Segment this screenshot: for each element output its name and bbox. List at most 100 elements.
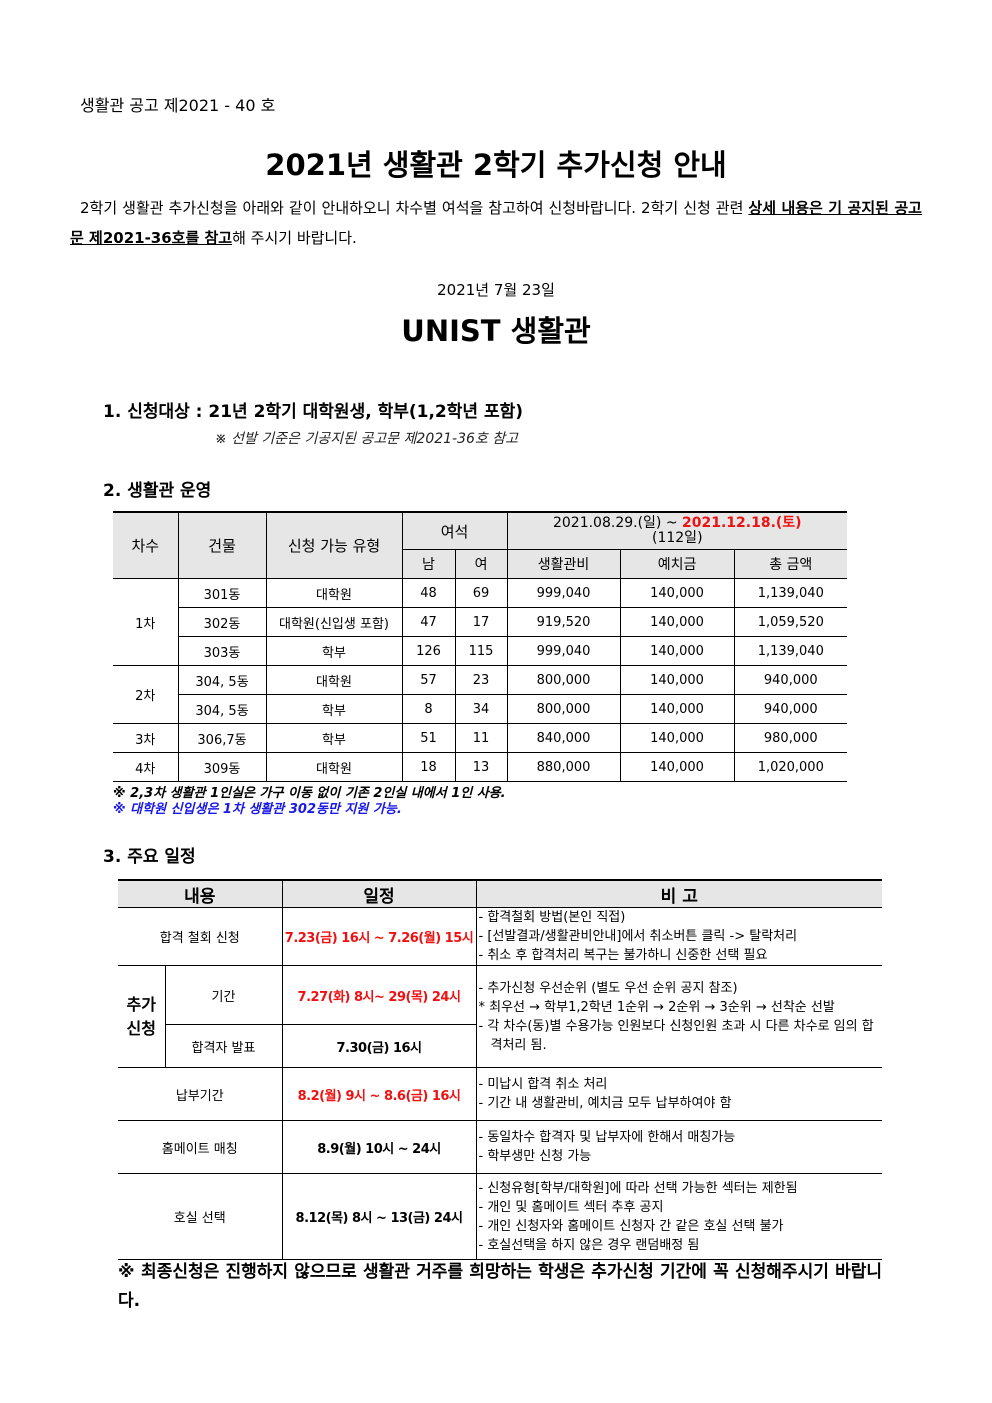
schedule-row-roommate: 홈메이트 매칭 8.9(월) 10시 ~ 24시 - 동일차수 합격자 및 납부… xyxy=(118,1120,882,1174)
additional-period-label: 기간 xyxy=(164,965,283,1025)
additional-remarks: - 추가신청 우선순위 (별도 우선 순위 공지 참조) * 최우선 → 학부1,… xyxy=(475,965,882,1068)
cell-type: 학부 xyxy=(265,694,402,724)
cell-deposit: 140,000 xyxy=(619,607,735,637)
remark: - 호실선택을 하지 않은 경우 랜덤배정 됨 xyxy=(478,1237,700,1253)
cell-total: 980,000 xyxy=(733,723,848,753)
cell-building: 309동 xyxy=(177,752,266,782)
period-end: 2021.12.18.(토) xyxy=(682,515,802,531)
cell-total: 1,059,520 xyxy=(733,607,848,637)
announce-label: 합격자 발표 xyxy=(165,1024,283,1068)
cancel-remarks: - 합격철회 방법(본인 직접) - [선발결과/생활관비안내]에서 취소버튼 클… xyxy=(475,907,882,966)
cell-building: 303동 xyxy=(177,636,266,666)
cell-building: 304, 5동 xyxy=(177,694,266,724)
table-row: 1차 301동 대학원 48 69 999,040 140,000 1,139,040 xyxy=(113,578,848,666)
section3-heading: 3. 주요 일정 xyxy=(103,847,196,867)
cell-building: 301동 xyxy=(177,578,266,608)
payment-schedule: 8.2(월) 9시 ~ 8.6(금) 16시 xyxy=(281,1067,477,1121)
table-row: 4차 309동 대학원 18 13 880,000 140,000 1,020,000 xyxy=(113,752,848,782)
header-building: 건물 xyxy=(177,511,266,579)
cell-total: 1,139,040 xyxy=(733,636,848,666)
remark: - 합격철회 방법(본인 직접) xyxy=(478,910,626,925)
header-round: 차수 xyxy=(113,511,178,579)
cell-type: 대학원 xyxy=(265,665,402,695)
cell-female: 11 xyxy=(454,723,508,753)
remark: - [선발결과/생활관비안내]에서 취소버튼 클릭 -> 탈락처리 xyxy=(478,929,798,944)
cell-fee: 999,040 xyxy=(506,578,621,608)
header-female: 여 xyxy=(454,549,508,579)
cell-fee: 999,040 xyxy=(506,636,621,666)
cell-total: 1,139,040 xyxy=(733,578,848,608)
remark: - 기간 내 생활관비, 예치금 모두 납부하여야 함 xyxy=(478,1096,732,1111)
cell-female: 34 xyxy=(454,694,508,724)
schedule-table: 내용 일정 비 고 합격 철회 신청 7.23(금) 16시 ~ 7.26(월) 1… xyxy=(118,879,882,1260)
header-type: 신청 가능 유형 xyxy=(265,511,402,579)
roommate-label: 홈메이트 매칭 xyxy=(118,1120,283,1174)
cell-female: 13 xyxy=(454,752,508,782)
table-row: 2차 304, 5동 대학원 57 23 800,000 140,000 940,000 xyxy=(113,665,848,724)
cell-round: 3차 xyxy=(113,723,178,753)
cell-total: 1,020,000 xyxy=(733,752,848,782)
room-schedule: 8.12(목) 8시 ~ 13(금) 24시 xyxy=(281,1173,477,1260)
header-remarks: 비 고 xyxy=(475,879,882,908)
intro-underlined: 상세 내용은 기 공지된 공고문 제2021-36호를 참고 xyxy=(70,199,922,247)
remark: * 최우선 → 학부1,2학년 1순위 → 2순위 → 3순위 → 선착순 선발 xyxy=(478,999,835,1015)
header-deposit: 예치금 xyxy=(619,549,735,579)
cell-female: 23 xyxy=(454,665,508,695)
announce-schedule: 7.30(금) 16시 xyxy=(281,1024,476,1068)
cell-male: 8 xyxy=(401,694,455,724)
section2-heading: 2. 생활관 운영 xyxy=(103,481,212,501)
cell-round: 1차 xyxy=(113,578,178,666)
additional-label: 추가 신청 xyxy=(118,965,166,1068)
notice-date: 2021년 7월 23일 xyxy=(437,281,555,299)
page-title: 2021년 생활관 2학기 추가신청 안내 xyxy=(265,148,727,182)
header-male: 남 xyxy=(401,549,455,579)
remark: - 취소 후 합격처리 복구는 불가하니 신중한 선택 필요 xyxy=(478,948,768,963)
room-remarks: - 신청유형[학부/대학원]에 따라 선택 가능한 섹터는 제한됨 - 개인 및 … xyxy=(475,1173,882,1260)
cell-male: 57 xyxy=(401,665,455,695)
cell-building: 306,7동 xyxy=(177,723,266,753)
dormitory-table: 차수 건물 신청 가능 유형 여석 2021.08.29.(일) ~ 2021.… xyxy=(113,511,848,782)
cell-deposit: 140,000 xyxy=(619,578,735,608)
cell-building: 304, 5동 xyxy=(177,665,266,695)
remark: - 개인 신청자와 홈메이트 신청자 간 같은 호실 선택 불가 xyxy=(478,1218,784,1234)
room-label: 호실 선택 xyxy=(118,1173,283,1260)
remark: - 미납시 합격 취소 처리 xyxy=(478,1077,608,1092)
cell-type: 대학원 xyxy=(265,752,402,782)
payment-remarks: - 미납시 합격 취소 처리 - 기간 내 생활관비, 예치금 모두 납부하여야 … xyxy=(475,1067,882,1121)
section1-heading: 1. 신청대상 : 21년 2학기 대학원생, 학부(1,2학년 포함) xyxy=(103,402,523,422)
intro-paragraph: 2학기 생활관 추가신청을 아래와 같이 안내하오니 차수별 여석을 참고하여 … xyxy=(70,193,922,253)
cell-building: 302동 xyxy=(177,607,266,637)
cell-type: 대학원(신입생 포함) xyxy=(265,607,402,637)
cancel-schedule: 7.23(금) 16시 ~ 7.26(월) 15시 xyxy=(281,907,477,966)
period-days: (112일) xyxy=(652,530,703,546)
cell-type: 대학원 xyxy=(265,578,402,608)
remark: - 각 차수(동)별 수용가능 인원보다 신청인원 초과 시 다른 차수로 임의… xyxy=(478,1018,874,1053)
organization-name: UNIST 생활관 xyxy=(401,314,591,348)
additional-period: 7.27(화) 8시~ 29(목) 24시 xyxy=(281,965,477,1025)
cell-type: 학부 xyxy=(265,723,402,753)
schedule-row-payment: 납부기간 8.2(월) 9시 ~ 8.6(금) 16시 - 미납시 합격 취소 … xyxy=(118,1067,882,1121)
intro-text: 2학기 생활관 추가신청을 아래와 같이 안내하오니 차수별 여석을 참고하여 … xyxy=(80,199,749,217)
header-content: 내용 xyxy=(118,879,283,908)
roommate-remarks: - 동일차수 합격자 및 납부자에 한해서 매칭가능 - 학부생만 신청 가능 xyxy=(475,1120,882,1174)
remark: - 동일차수 합격자 및 납부자에 한해서 매칭가능 xyxy=(478,1130,736,1145)
cell-type: 학부 xyxy=(265,636,402,666)
table-row: 302동 대학원(신입생 포함) 47 17 919,520 140,000 1,059,5… xyxy=(113,607,848,637)
schedule-row-room: 호실 선택 8.12(목) 8시 ~ 13(금) 24시 - 신청유형[학부/대… xyxy=(118,1173,882,1260)
cell-deposit: 140,000 xyxy=(619,694,735,724)
cell-female: 17 xyxy=(454,607,508,637)
cell-male: 18 xyxy=(401,752,455,782)
header-schedule: 일정 xyxy=(281,879,477,908)
cell-fee: 840,000 xyxy=(506,723,621,753)
remark: - 학부생만 신청 가능 xyxy=(478,1149,592,1164)
cell-deposit: 140,000 xyxy=(619,723,735,753)
period-start: 2021.08.29.(일) ~ xyxy=(552,515,683,531)
header-fee: 생활관비 xyxy=(506,549,621,579)
table-row: 303동 학부 126 115 999,040 140,000 1,139,040 xyxy=(113,636,848,666)
cell-deposit: 140,000 xyxy=(619,636,735,666)
cell-male: 126 xyxy=(401,636,455,666)
header-vacancy: 여석 xyxy=(401,511,508,550)
cell-fee: 800,000 xyxy=(506,694,621,724)
cell-male: 47 xyxy=(401,607,455,637)
final-note: ※ 최종신청은 진행하지 않으므로 생활관 거주를 희망하는 학생은 추가신청 … xyxy=(118,1262,882,1311)
